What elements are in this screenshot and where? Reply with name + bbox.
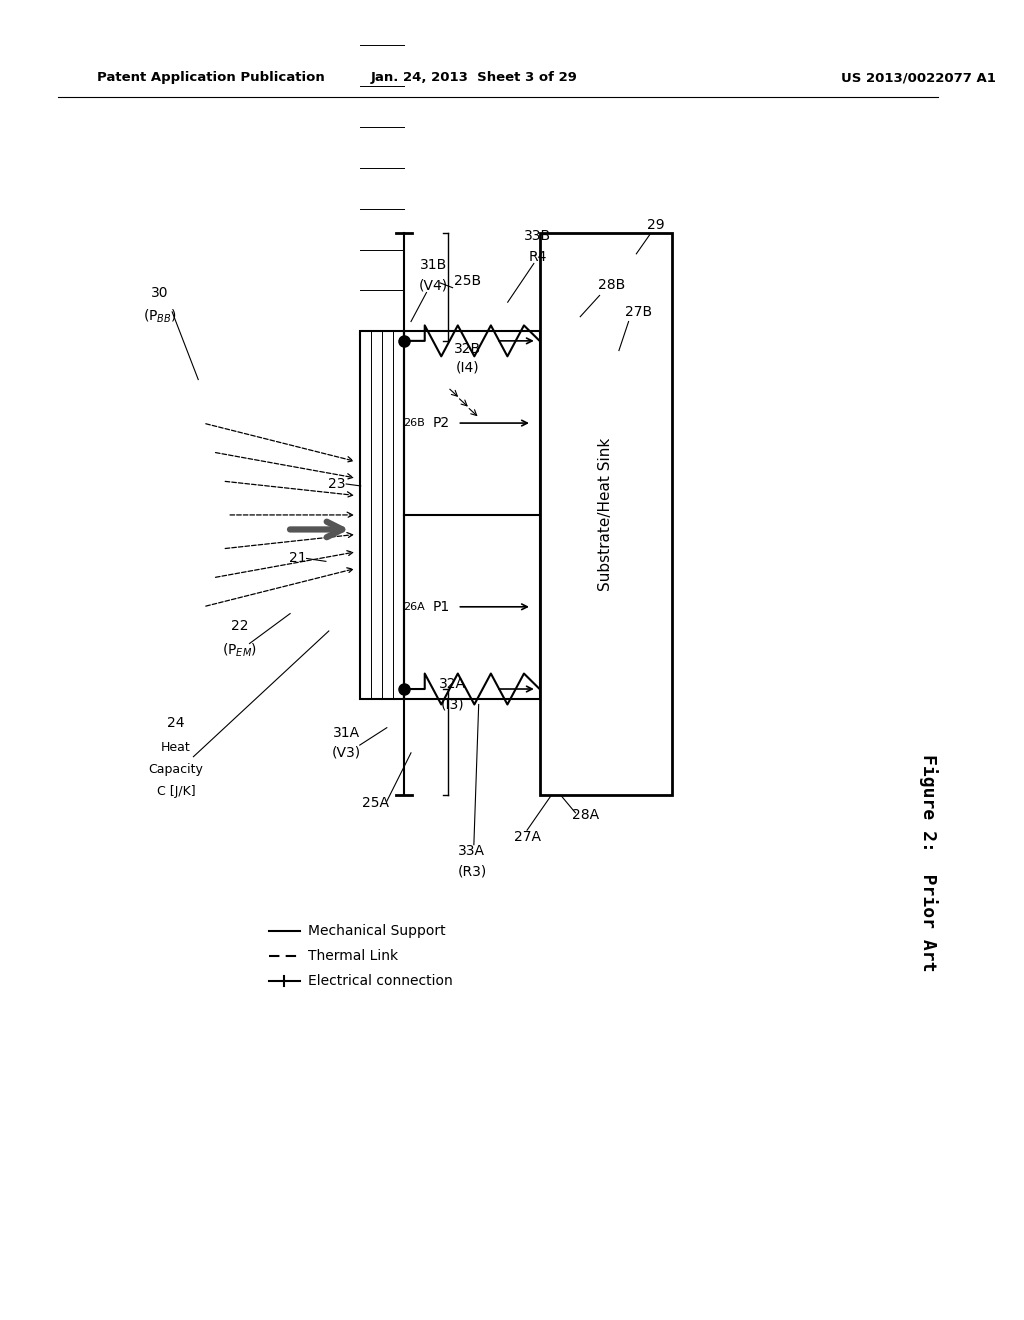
Text: 26B: 26B — [403, 418, 425, 428]
Text: (V3): (V3) — [332, 746, 360, 760]
Text: 28B: 28B — [598, 277, 625, 292]
Bar — [404, 331, 540, 698]
Text: 24: 24 — [167, 715, 184, 730]
Text: P2: P2 — [432, 416, 450, 430]
Text: 23: 23 — [328, 477, 345, 491]
Text: 31B: 31B — [420, 259, 446, 272]
Text: 22: 22 — [231, 619, 249, 634]
Bar — [359, 331, 404, 698]
Text: Electrical connection: Electrical connection — [307, 974, 453, 989]
Text: (V4): (V4) — [419, 279, 447, 293]
Text: Capacity: Capacity — [148, 763, 204, 776]
Text: 25A: 25A — [361, 796, 389, 810]
Text: 32A: 32A — [439, 677, 466, 692]
Text: (I3): (I3) — [440, 697, 465, 711]
Text: (I4): (I4) — [456, 360, 479, 375]
Text: (P$_{EM}$): (P$_{EM}$) — [222, 642, 257, 659]
Text: Heat: Heat — [161, 741, 190, 754]
Bar — [540, 232, 672, 796]
Text: 27B: 27B — [625, 305, 652, 319]
Text: 26A: 26A — [403, 602, 425, 611]
Text: (P$_{BB}$): (P$_{BB}$) — [142, 308, 176, 326]
Text: 28A: 28A — [571, 808, 599, 822]
Text: R4: R4 — [528, 249, 547, 264]
Text: 30: 30 — [151, 285, 168, 300]
Text: 29: 29 — [647, 218, 665, 232]
Text: Mechanical Support: Mechanical Support — [307, 924, 445, 937]
Text: 25B: 25B — [454, 275, 480, 288]
Text: 31A: 31A — [333, 726, 359, 739]
Text: Patent Application Publication: Patent Application Publication — [96, 71, 325, 84]
Text: 27A: 27A — [514, 830, 541, 843]
Text: 32B: 32B — [454, 342, 480, 355]
Text: 21: 21 — [289, 552, 306, 565]
Text: 33B: 33B — [524, 230, 551, 243]
Text: Substrate/Heat Sink: Substrate/Heat Sink — [598, 437, 613, 590]
Text: Thermal Link: Thermal Link — [307, 949, 397, 962]
Text: C [J/K]: C [J/K] — [157, 785, 196, 799]
Text: Jan. 24, 2013  Sheet 3 of 29: Jan. 24, 2013 Sheet 3 of 29 — [371, 71, 578, 84]
Text: 33A: 33A — [459, 845, 485, 858]
Text: Figure 2:  Prior Art: Figure 2: Prior Art — [919, 754, 938, 972]
Text: US 2013/0022077 A1: US 2013/0022077 A1 — [842, 71, 996, 84]
Text: P1: P1 — [432, 599, 450, 614]
Text: (R3): (R3) — [458, 865, 486, 879]
